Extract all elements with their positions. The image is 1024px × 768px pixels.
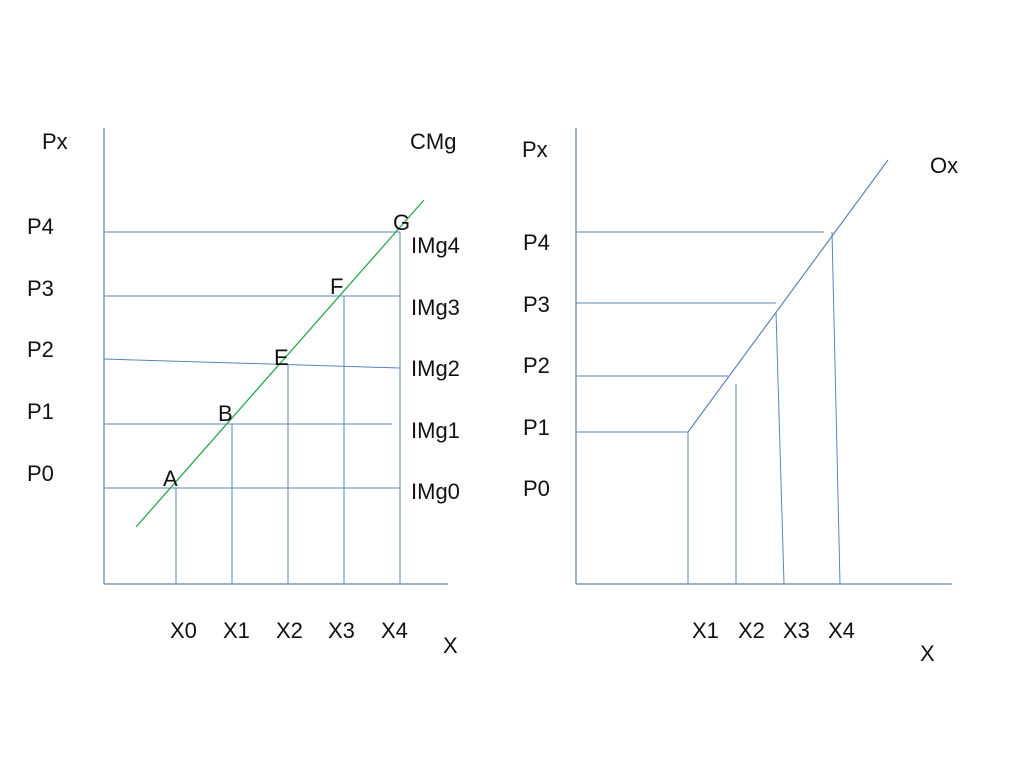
left-x-label-x0: X0: [170, 618, 197, 643]
ox-supply-curve: [687, 159, 889, 433]
left-price-label-p1: P1: [27, 399, 54, 424]
img-label-1: IMg1: [411, 418, 460, 443]
left-x-label-x2: X2: [276, 618, 303, 643]
left-price-line-p2: [103, 358, 401, 369]
point-label-f: F: [330, 274, 343, 299]
left-price-label-p2: P2: [27, 337, 54, 362]
left-panel: Px X CMg P4 P3 P2 P1 P0 IMg4 IMg3 IMg2 I…: [27, 128, 460, 658]
left-x-label-x3: X3: [328, 618, 355, 643]
right-x-label-x2: X2: [738, 618, 765, 643]
right-drop-line-x4: [831, 231, 841, 585]
ox-label: Ox: [930, 153, 958, 178]
right-price-label-p4: P4: [523, 230, 550, 255]
left-x-label-x4: X4: [381, 618, 408, 643]
cmg-label: CMg: [410, 129, 456, 154]
left-price-label-p4: P4: [27, 214, 54, 239]
left-x-label-x1: X1: [223, 618, 250, 643]
cmg-curve: [135, 199, 425, 528]
right-panel: Px X Ox P4 P3 P2 P1 P0 X1 X2 X3 X4: [522, 128, 958, 666]
left-y-axis-label: Px: [42, 129, 68, 154]
img-label-2: IMg2: [411, 356, 460, 381]
right-x-axis-label: X: [920, 641, 935, 666]
point-label-g: G: [393, 210, 410, 235]
right-x-label-x4: X4: [828, 618, 855, 643]
point-label-e: E: [274, 345, 289, 370]
img-label-3: IMg3: [411, 295, 460, 320]
img-label-0: IMg0: [411, 479, 460, 504]
right-price-label-p3: P3: [523, 292, 550, 317]
right-y-axis-label: Px: [522, 137, 548, 162]
right-price-label-p1: P1: [523, 415, 550, 440]
right-x-label-x1: X1: [692, 618, 719, 643]
point-label-b: B: [218, 401, 233, 426]
left-price-label-p0: P0: [27, 461, 54, 486]
left-x-axis-label: X: [443, 633, 458, 658]
right-price-label-p2: P2: [523, 353, 550, 378]
right-price-label-p0: P0: [523, 476, 550, 501]
right-x-label-x3: X3: [783, 618, 810, 643]
point-label-a: A: [163, 466, 178, 491]
img-label-4: IMg4: [411, 233, 460, 258]
right-drop-line-x3: [775, 311, 785, 585]
left-price-label-p3: P3: [27, 276, 54, 301]
